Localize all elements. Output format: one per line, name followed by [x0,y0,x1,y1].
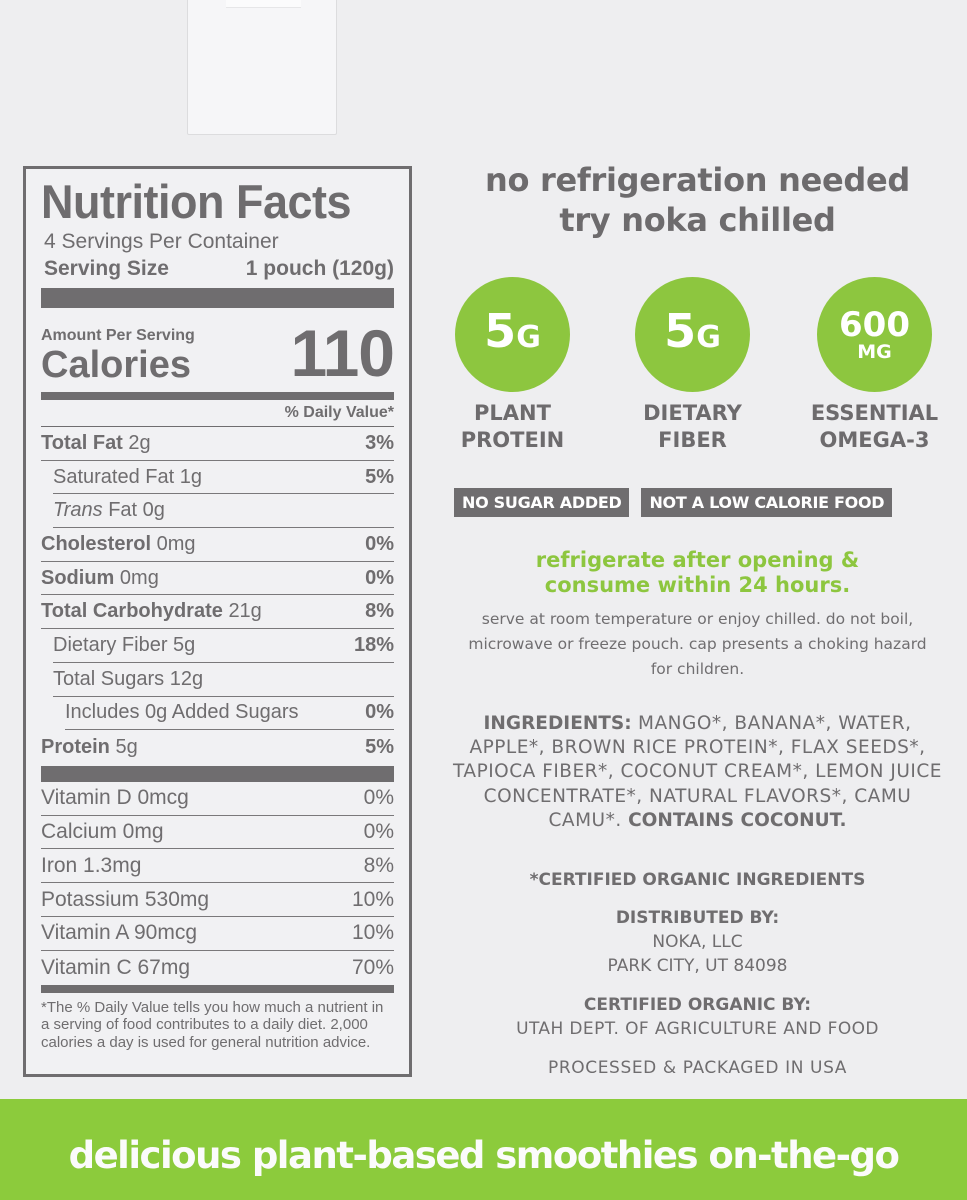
nutrient-row-trans-fat: Trans Fat 0g [53,494,394,529]
certifier-info: CERTIFIED ORGANIC BY: UTAH DEPT. OF AGRI… [516,995,879,1039]
package-hang-tab [187,0,337,135]
nutrient-row-total-fat: Total Fat 2g 3% [41,427,394,461]
divider-thick [41,288,394,308]
distributor-info: DISTRIBUTED BY: NOKA, LLC PARK CITY, UT … [607,908,788,976]
nutrient-row-total-carbohydrate: Total Carbohydrate 21g 8% [41,595,394,630]
allergen-statement: CONTAINS COCONUT. [628,809,847,831]
nutrition-badges: 5G PLANT PROTEIN 5G DIETARY FIBER 600 MG… [455,277,955,457]
divider-thick [41,765,394,782]
badge-dietary-fiber: 5G DIETARY FIBER [635,277,750,454]
nutrient-dv: 5% [365,465,394,488]
badge-omega-3: 600 MG ESSENTIAL OMEGA-3 [811,277,938,454]
ingredients: INGREDIENTS: MANGO*, BANANA*, WATER, APP… [445,712,950,833]
claim-tags: NO SUGAR ADDED NOT A LOW CALORIE FOOD [454,488,893,517]
headline-line-1: no refrigeration needed [484,161,911,199]
vitamin-row: Vitamin D 0mcg 0% [41,782,394,816]
vitamin-row: Vitamin A 90mcg 10% [41,917,394,951]
servings-per-container: 4 Servings Per Container [44,230,279,253]
vitamin-row: Iron 1.3mg 8% [41,849,394,884]
badge-circle: 5G [455,277,570,392]
calories-section: Amount Per Serving Calories 110 [41,308,395,390]
badge-circle: 5G [635,277,750,392]
badge-circle: 600 MG [817,277,932,392]
badge-label: PLANT PROTEIN [460,401,565,452]
nutrient-row-saturated-fat: Saturated Fat 1g 5% [53,461,394,495]
tag-no-sugar-added: NO SUGAR ADDED [454,488,630,517]
nutrient-dv: 3% [365,431,394,454]
calories-label: Calories [41,344,191,386]
certified-organic-note: *CERTIFIED ORGANIC INGREDIENTS [529,870,866,890]
nutrient-dv: 0% [365,566,394,589]
daily-value-header: % Daily Value* [41,400,394,427]
nutrient-dv: 18% [353,633,394,656]
nutrient-dv: 0% [365,701,394,724]
nutrient-row-protein: Protein 5g 5% [41,735,394,758]
serving-size-value: 1 pouch (120g) [245,257,394,280]
daily-value-footnote: *The % Daily Value tells you how much a … [41,998,384,1051]
tagline-banner: delicious plant-based smoothies on-the-g… [0,1099,967,1200]
serving-size: Serving Size 1 pouch (120g) [44,254,394,284]
badge-plant-protein: 5G PLANT PROTEIN [455,277,570,454]
origin-statement: PROCESSED & PACKAGED IN USA [548,1058,847,1078]
divider-medium [41,392,394,400]
tag-not-low-calorie: NOT A LOW CALORIE FOOD [641,488,893,517]
headline: no refrigeration needed try noka chilled [445,160,950,240]
nutrient-row-total-sugars: Total Sugars 12g [53,663,394,697]
nutrient-dv: 0% [365,532,394,555]
vitamin-row: Vitamin C 67mg 70% [41,955,394,979]
care-instructions: serve at room temperature or enjoy chill… [468,610,927,678]
ingredients-label: INGREDIENTS: [483,713,632,734]
headline-line-2: try noka chilled [559,201,836,239]
nutrient-row-dietary-fiber: Dietary Fiber 5g 18% [53,629,394,663]
storage-instructions: refrigerate after opening & consume with… [535,548,860,597]
nutrient-row-added-sugars: Includes 0g Added Sugars 0% [65,697,394,731]
nutrient-dv: 5% [365,735,394,758]
vitamin-row: Calcium 0mg 0% [41,816,394,850]
hang-tab-notch [226,0,301,8]
badge-label: ESSENTIAL OMEGA-3 [810,401,939,452]
tagline-text: delicious plant-based smoothies on-the-g… [68,1134,900,1177]
nutrient-row-sodium: Sodium 0mg 0% [41,562,394,596]
ingredients-list: MANGO*, BANANA*, WATER, APPLE*, BROWN RI… [453,713,942,831]
serving-size-label: Serving Size [44,257,169,280]
amount-per-serving: Amount Per Serving [41,327,195,344]
vitamin-row: Potassium 530mg 10% [41,883,394,918]
nutrition-facts-panel: Nutrition Facts 4 Servings Per Container… [23,166,412,1077]
divider-medium [41,984,394,993]
nutrient-dv: 8% [365,600,394,623]
badge-label: DIETARY FIBER [643,401,742,452]
nutrition-facts-title: Nutrition Facts [41,174,352,229]
calories-value: 110 [290,316,395,390]
nutrient-row-cholesterol: Cholesterol 0mg 0% [41,528,394,562]
